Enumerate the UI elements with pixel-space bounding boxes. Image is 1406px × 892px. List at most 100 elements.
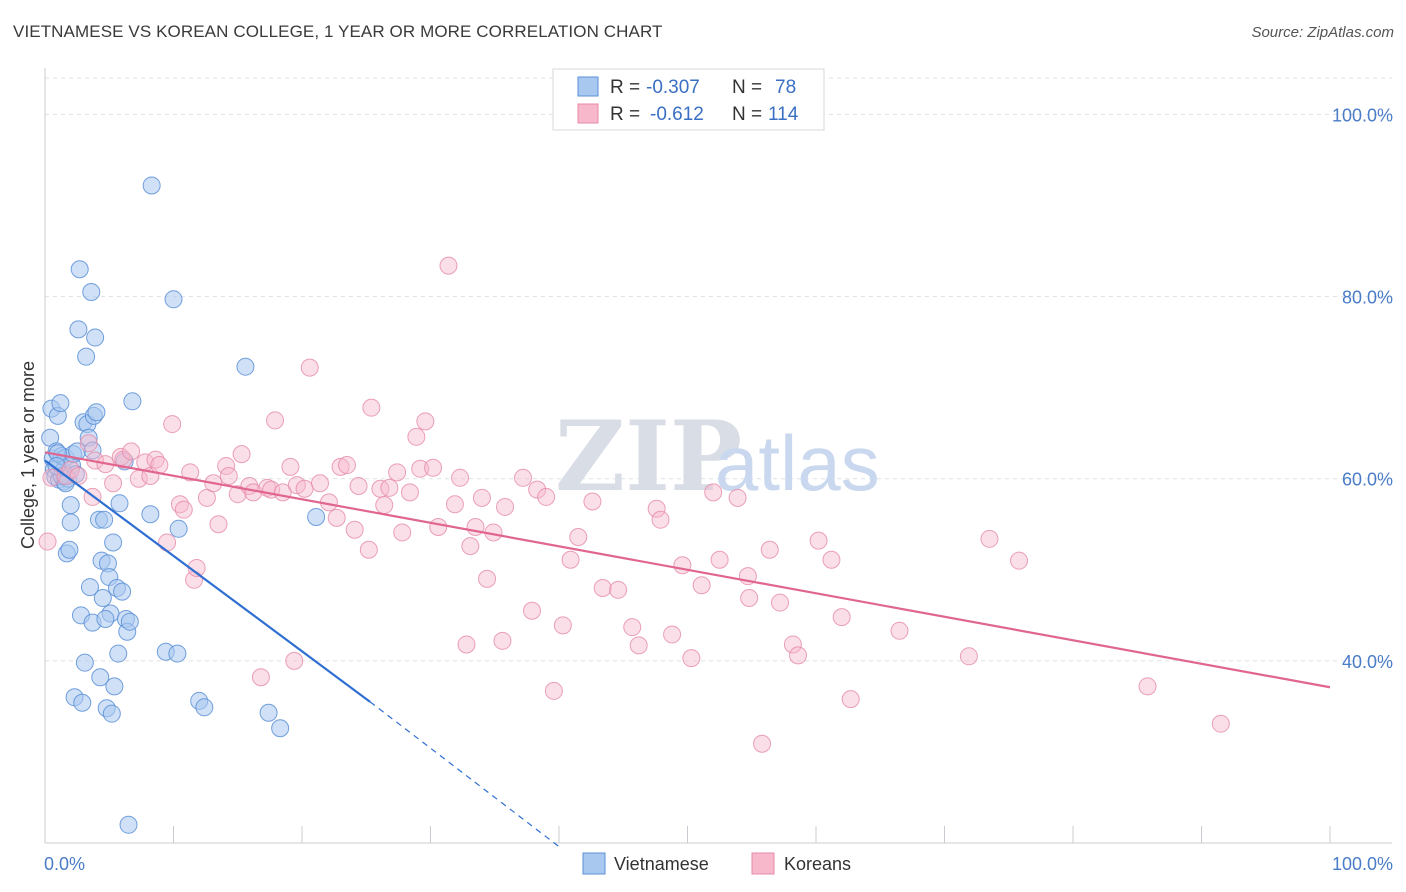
koreans-point-65 (445, 495, 464, 514)
koreans-point-48 (337, 456, 356, 475)
series-vietnamese-points (41, 176, 326, 834)
koreans-point-34 (251, 668, 270, 687)
koreans-point-18 (158, 533, 177, 552)
legend-r-value-vietnamese: -0.307 (646, 77, 700, 98)
vietnamese-point-55 (119, 815, 138, 834)
koreans-point-60 (411, 459, 430, 478)
koreans-point-56 (388, 463, 407, 482)
koreans-point-39 (281, 457, 300, 476)
koreans-point-105 (822, 550, 841, 569)
koreans-point-86 (623, 618, 642, 637)
koreans-point-0 (38, 532, 57, 551)
vietnamese-point-8 (51, 394, 70, 413)
y-tick-label-3: 100.0% (1332, 105, 1393, 125)
koreans-point-66 (451, 468, 470, 487)
vietnamese-point-50 (110, 494, 129, 513)
koreans-point-42 (295, 479, 314, 498)
koreans-point-40 (285, 651, 304, 670)
koreans-point-92 (682, 649, 701, 668)
vietnamese-point-27 (77, 347, 96, 366)
koreans-point-112 (1138, 677, 1157, 696)
koreans-point-57 (393, 523, 412, 542)
y-tick-label-0: 40.0% (1342, 652, 1393, 672)
legend-swatch-vietnamese (577, 76, 599, 97)
koreans-point-19 (163, 415, 182, 434)
koreans-point-47 (331, 457, 350, 476)
vietnamese-point-39 (93, 589, 112, 608)
series-legend: Vietnamese Koreans (582, 852, 851, 875)
koreans-point-77 (528, 480, 547, 499)
vietnamese-point-76 (96, 609, 115, 628)
koreans-point-71 (478, 569, 497, 588)
koreans-point-113 (1211, 714, 1230, 733)
koreans-point-43 (300, 358, 319, 377)
vietnamese-point-31 (82, 283, 101, 302)
koreans-point-61 (416, 412, 435, 431)
watermark-atlas: atlas (715, 419, 880, 507)
source-credit: Source: ZipAtlas.com (1251, 24, 1394, 41)
koreans-point-101 (771, 593, 790, 612)
vietnamese-point-56 (120, 612, 139, 631)
vietnamese-point-73 (47, 456, 66, 475)
koreans-point-85 (609, 580, 628, 599)
koreans-point-110 (980, 529, 999, 548)
koreans-point-21 (174, 500, 193, 519)
koreans-point-31 (232, 445, 251, 464)
koreans-point-102 (783, 635, 802, 654)
vietnamese-point-35 (87, 403, 106, 422)
koreans-point-81 (561, 550, 580, 569)
vietnamese-point-37 (91, 668, 110, 687)
koreans-point-89 (651, 510, 670, 529)
koreans-point-67 (457, 635, 476, 654)
koreans-point-76 (523, 601, 542, 620)
vietnamese-point-15 (60, 540, 79, 559)
vietnamese-point-45 (102, 704, 121, 723)
koreans-point-73 (493, 631, 512, 650)
legend-swatch-koreans (577, 103, 599, 124)
koreans-point-49 (345, 520, 364, 539)
vietnamese-point-69 (307, 507, 326, 526)
koreans-point-98 (740, 589, 759, 608)
vietnamese-point-30 (80, 578, 99, 597)
koreans-point-83 (583, 492, 602, 511)
vietnamese-point-66 (236, 357, 255, 376)
koreans-point-17 (150, 456, 169, 475)
vietnamese-point-51 (113, 582, 132, 601)
watermark: ZIP atlas (555, 400, 880, 513)
koreans-point-103 (789, 646, 808, 665)
watermark-zip: ZIP (555, 400, 742, 513)
vietnamese-point-34 (86, 328, 105, 347)
vietnamese-point-49 (109, 644, 128, 663)
legend-n-label-2: N = (732, 104, 762, 125)
vietnamese-point-24 (73, 693, 92, 712)
vietnamese-point-65 (195, 698, 214, 717)
vietnamese-trend-extension (369, 701, 560, 848)
koreans-point-79 (544, 681, 563, 700)
bottom-legend-swatch-koreans (751, 852, 775, 875)
vietnamese-point-67 (259, 703, 278, 722)
vietnamese-point-26 (75, 653, 94, 672)
vietnamese-point-40 (95, 510, 114, 529)
koreans-point-93 (692, 576, 711, 595)
koreans-point-9 (104, 474, 123, 493)
chart-title: VIETNAMESE VS KOREAN COLLEGE, 1 YEAR OR … (13, 22, 663, 41)
legend-n-value-vietnamese: 78 (775, 77, 796, 98)
koreans-trend-line (44, 451, 1331, 689)
vietnamese-point-58 (141, 505, 160, 524)
vietnamese-point-16 (61, 513, 80, 532)
legend-r-label-1: R = (610, 77, 640, 98)
legend-r-label-2: R = (610, 104, 640, 125)
bottom-legend-vietnamese: Vietnamese (614, 854, 709, 874)
x-tick-label-0: 0.0% (44, 854, 85, 874)
koreans-point-62 (424, 458, 443, 477)
koreans-point-3 (61, 460, 80, 479)
koreans-point-95 (710, 550, 729, 569)
koreans-point-88 (647, 499, 666, 518)
koreans-point-54 (375, 496, 394, 515)
koreans-point-51 (359, 540, 378, 559)
koreans-point-91 (673, 556, 692, 575)
vietnamese-point-62 (168, 644, 187, 663)
koreans-point-80 (553, 616, 572, 635)
legend-n-label-1: N = (732, 77, 762, 98)
